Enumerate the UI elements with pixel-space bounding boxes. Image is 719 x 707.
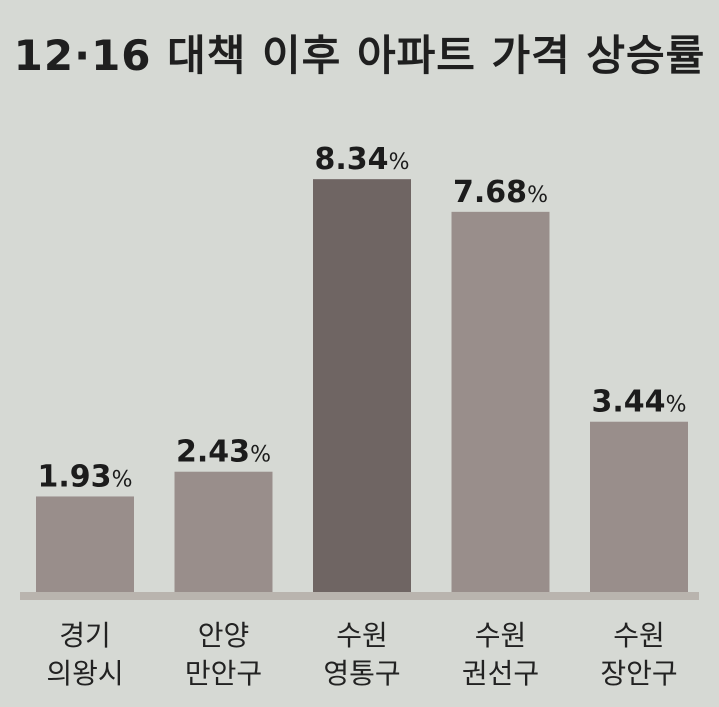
bar — [590, 421, 688, 592]
data-label: 3.44% — [592, 385, 687, 420]
tick-label: 권선구 — [462, 657, 539, 690]
tick-label: 수원 — [613, 619, 665, 652]
tick-label: 만안구 — [185, 657, 262, 690]
bar — [313, 179, 411, 593]
tick-label: 영통구 — [323, 657, 400, 690]
data-label: 7.68% — [453, 175, 548, 210]
bar — [451, 211, 550, 592]
tick-label: 의왕시 — [46, 657, 123, 690]
data-label: 2.43% — [176, 435, 271, 470]
data-label: 1.93% — [38, 459, 133, 494]
tick-label: 수원 — [475, 619, 527, 652]
data-label: 8.34% — [315, 142, 410, 177]
tick-label: 경기 — [59, 619, 111, 652]
tick-label: 장안구 — [600, 657, 677, 690]
bar — [174, 471, 273, 592]
baseline — [20, 592, 699, 600]
tick-label: 수원 — [336, 619, 388, 652]
chart-title: 12·16 대책 이후 아파트 가격 상승률 — [13, 31, 706, 80]
bar — [36, 496, 134, 592]
tick-label: 안양 — [198, 619, 250, 652]
